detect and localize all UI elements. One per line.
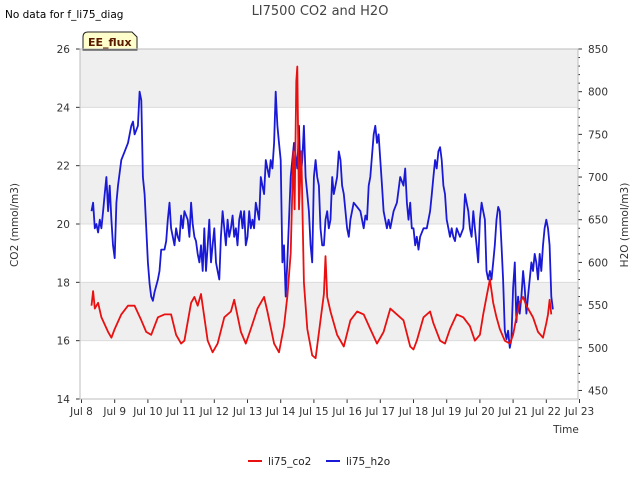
y2-tick-label: 850 xyxy=(588,44,608,56)
x-tick-label: Jul 19 xyxy=(431,406,461,418)
y2-tick-label: 550 xyxy=(588,300,608,312)
series-line-li75_co2 xyxy=(90,65,553,360)
y2-tick-label: 500 xyxy=(588,343,608,355)
x-tick-label: Jul 17 xyxy=(365,406,395,418)
y-axis-label: CO2 (mmol/m3) xyxy=(9,183,21,267)
no-data-notice: No data for f_li75_diag xyxy=(5,9,123,21)
y2-tick-label: 600 xyxy=(588,257,608,269)
x-tick-label: Jul 8 xyxy=(69,406,93,418)
series-line-li75_h2o xyxy=(90,90,554,349)
x-tick-label: Jul 22 xyxy=(531,406,561,418)
y2-tick-label: 700 xyxy=(588,172,608,184)
y-tick-label: 20 xyxy=(57,219,70,231)
x-tick-label: Jul 18 xyxy=(398,406,428,418)
y-tick-label: 14 xyxy=(57,394,71,406)
grid-band xyxy=(80,49,578,108)
legend: li75_co2 li75_h2o xyxy=(248,456,390,468)
x-tick-label: Jul 21 xyxy=(497,406,527,418)
y2-tick-label: 650 xyxy=(588,215,608,227)
plot-frame xyxy=(79,48,579,400)
x-tick-label: Jul 15 xyxy=(298,406,328,418)
y2-tick-label: 800 xyxy=(588,87,608,99)
x-tick-label: Jul 23 xyxy=(564,406,594,418)
y2-axis-label: H2O (mmol/m3) xyxy=(619,183,631,268)
y-tick-label: 18 xyxy=(57,277,70,289)
chart-title: LI7500 CO2 and H2O xyxy=(252,4,389,19)
y-tick-label: 26 xyxy=(57,44,71,56)
y-tick-label: 22 xyxy=(57,161,70,173)
series-lines xyxy=(90,65,554,360)
y2-tick-label: 750 xyxy=(588,129,608,141)
x-tick-label: Jul 9 xyxy=(102,406,126,418)
x-tick-label: Jul 20 xyxy=(464,406,494,418)
grid-band xyxy=(80,165,578,224)
y2-axis-ticks: 450 500 550 600 650 700 750 800 850 xyxy=(578,44,608,397)
ee-flux-badge: EE_flux xyxy=(82,31,138,51)
x-tick-label: Jul 16 xyxy=(331,406,362,418)
y-axis-ticks: 14 16 18 20 22 24 26 xyxy=(57,44,80,406)
x-axis-label: Time xyxy=(552,424,579,436)
x-tick-label: Jul 12 xyxy=(199,406,229,418)
x-tick-label: Jul 10 xyxy=(132,406,162,418)
y2-tick-label: 450 xyxy=(588,385,608,397)
legend-label-co2: li75_co2 xyxy=(268,456,311,468)
legend-label-h2o: li75_h2o xyxy=(346,456,390,468)
y-tick-label: 24 xyxy=(57,102,71,114)
x-tick-label: Jul 14 xyxy=(265,406,296,418)
x-tick-label: Jul 13 xyxy=(232,406,262,418)
x-tick-label: Jul 11 xyxy=(165,406,195,418)
y-tick-label: 16 xyxy=(57,336,71,348)
badge-label: EE_flux xyxy=(88,36,132,49)
x-axis-ticks: Jul 8 Jul 9 Jul 10 Jul 11 Jul 12 Jul 13 Jul 14… xyxy=(69,399,594,418)
